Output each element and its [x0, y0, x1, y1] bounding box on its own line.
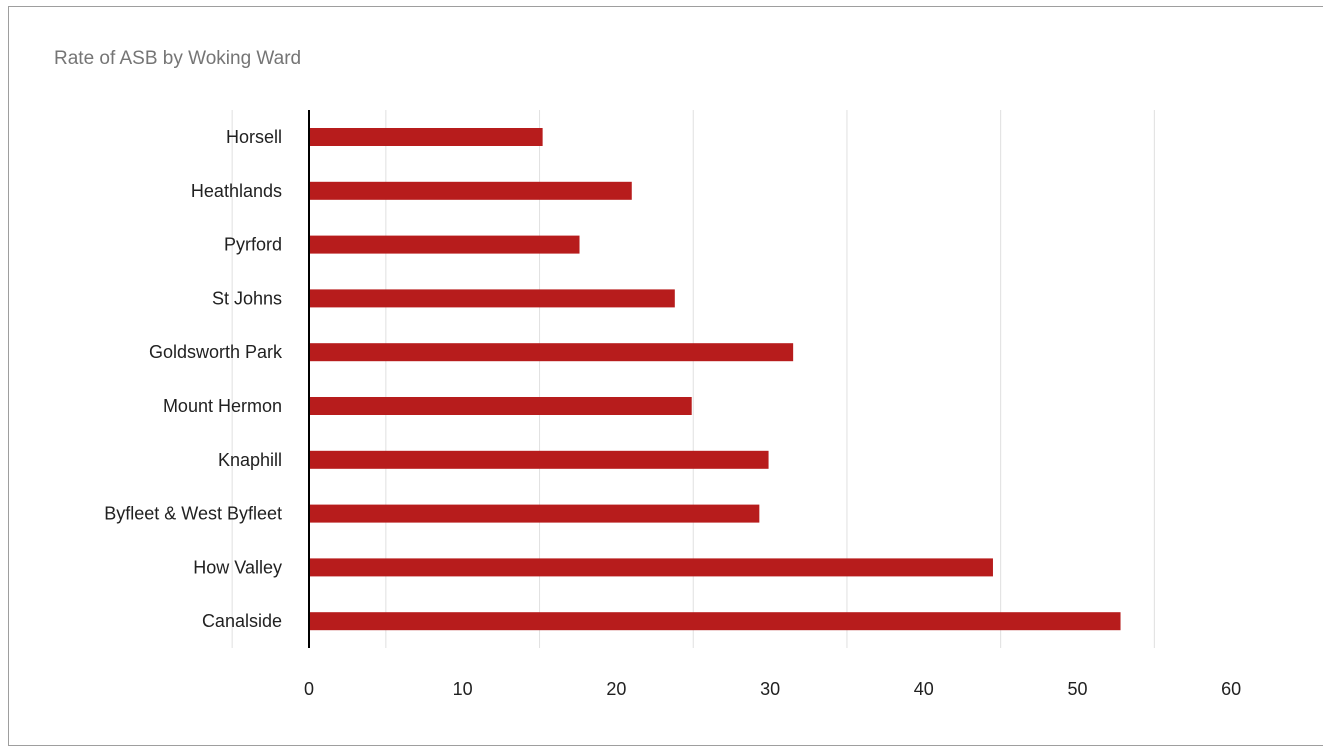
- chart-title: Rate of ASB by Woking Ward: [54, 48, 302, 69]
- x-tick-label: 20: [606, 679, 626, 699]
- gridlines: [231, 110, 1155, 648]
- bar: [309, 181, 632, 200]
- category-label: Heathlands: [191, 181, 282, 201]
- x-tick-label: 30: [760, 679, 780, 699]
- category-label: St Johns: [212, 288, 282, 308]
- x-tick-label: 10: [453, 679, 473, 699]
- bars: [309, 128, 1121, 631]
- x-tick-label: 40: [914, 679, 934, 699]
- x-tick-labels: 0 10 20 30 40 50 60: [304, 679, 1241, 699]
- x-tick-label: 60: [1221, 679, 1241, 699]
- category-labels: Horsell Heathlands Pyrford St Johns Goldswor…: [104, 127, 283, 631]
- category-label: Goldsworth Park: [149, 342, 283, 362]
- category-label: Horsell: [226, 127, 282, 147]
- category-label: Byfleet & West Byfleet: [104, 504, 282, 524]
- bar: [309, 558, 993, 577]
- x-tick-label: 50: [1067, 679, 1087, 699]
- bar: [309, 397, 692, 415]
- bar: [309, 612, 1121, 631]
- category-label: Pyrford: [224, 235, 282, 255]
- category-label: How Valley: [193, 557, 282, 577]
- category-label: Knaphill: [218, 450, 282, 470]
- bar: [309, 343, 794, 362]
- bar: [309, 235, 580, 254]
- bar: [309, 128, 543, 146]
- bar-chart: Horsell Heathlands Pyrford St Johns Goldswor…: [104, 110, 1241, 699]
- category-label: Mount Hermon: [163, 396, 282, 416]
- x-tick-label: 0: [304, 679, 314, 699]
- category-label: Canalside: [202, 611, 282, 631]
- bar: [309, 289, 675, 308]
- bar: [309, 450, 769, 469]
- bar: [309, 504, 760, 523]
